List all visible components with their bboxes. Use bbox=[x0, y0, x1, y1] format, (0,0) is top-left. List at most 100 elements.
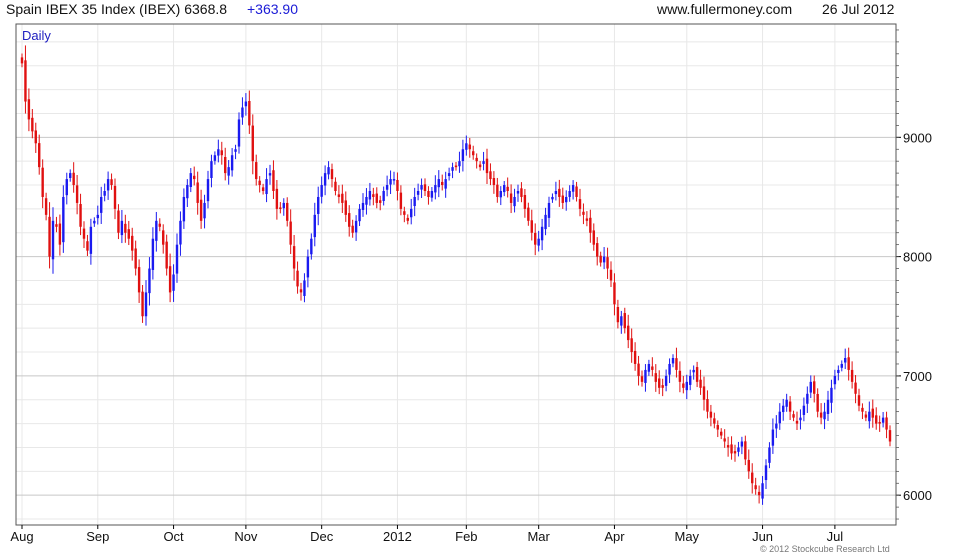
candle-body bbox=[537, 238, 540, 246]
candle-body bbox=[423, 184, 427, 191]
candle-body bbox=[124, 223, 127, 233]
candle-body bbox=[155, 220, 158, 241]
candle-body bbox=[737, 447, 740, 452]
candle-body bbox=[168, 266, 172, 293]
candle-body bbox=[654, 373, 657, 382]
candle-body bbox=[850, 369, 854, 382]
candle-body bbox=[313, 214, 316, 238]
candle-body bbox=[888, 430, 892, 442]
y-tick-label: 7000 bbox=[903, 369, 932, 384]
candle-body bbox=[775, 423, 778, 429]
candle-body bbox=[337, 194, 341, 197]
candle-body bbox=[602, 256, 606, 263]
candle-body bbox=[406, 217, 409, 221]
candle-body bbox=[644, 369, 647, 383]
candle-body bbox=[661, 385, 664, 388]
candle-body bbox=[761, 483, 764, 499]
candle-body bbox=[399, 192, 403, 209]
candle-body bbox=[782, 405, 785, 413]
candle-body bbox=[230, 155, 234, 171]
candle-body bbox=[162, 230, 165, 245]
candle-body bbox=[540, 226, 544, 241]
candle-body bbox=[413, 196, 416, 207]
candle-body bbox=[864, 414, 868, 418]
candle-body bbox=[437, 179, 440, 188]
candle-body bbox=[117, 210, 120, 233]
candle-body bbox=[420, 185, 423, 190]
candle-body bbox=[685, 381, 688, 391]
candle-body bbox=[482, 161, 485, 164]
candle-body bbox=[434, 185, 437, 193]
website-link[interactable]: www.fullermoney.com bbox=[657, 1, 793, 17]
candle-body bbox=[454, 165, 458, 168]
x-tick-label: Oct bbox=[163, 529, 184, 544]
candle-body bbox=[172, 274, 175, 291]
candle-body bbox=[534, 232, 537, 245]
candle-body bbox=[86, 241, 89, 251]
candle-body bbox=[237, 119, 241, 147]
candle-body bbox=[186, 185, 189, 199]
candle-body bbox=[206, 179, 210, 202]
candle-body bbox=[461, 149, 465, 161]
candle-body bbox=[699, 379, 702, 388]
candle-body bbox=[430, 191, 434, 198]
candle-body bbox=[747, 459, 750, 472]
candle-body bbox=[788, 401, 792, 412]
candle-body bbox=[241, 107, 244, 118]
candle-body bbox=[382, 191, 385, 201]
candle-body bbox=[778, 411, 781, 424]
candle-body bbox=[265, 179, 268, 195]
candle-body bbox=[720, 431, 723, 436]
candle-body bbox=[261, 187, 265, 191]
candle-body bbox=[792, 414, 795, 418]
candle-body bbox=[379, 200, 382, 203]
candle-body bbox=[589, 217, 592, 233]
candle-body bbox=[193, 175, 196, 180]
candle-body bbox=[144, 292, 148, 317]
candle-body bbox=[427, 191, 430, 197]
candle-body bbox=[571, 185, 575, 192]
candle-body bbox=[361, 202, 365, 210]
candle-body bbox=[830, 387, 833, 403]
candle-body bbox=[327, 167, 330, 175]
candle-body bbox=[268, 173, 272, 176]
candle-body bbox=[854, 382, 857, 394]
candle-body bbox=[158, 223, 161, 227]
candle-body bbox=[771, 429, 775, 446]
candle-body bbox=[447, 173, 451, 177]
candle-body bbox=[716, 425, 719, 430]
candle-body bbox=[75, 185, 79, 203]
candle-body bbox=[861, 407, 864, 412]
candle-body bbox=[79, 204, 82, 227]
candle-body bbox=[613, 282, 616, 305]
candle-body bbox=[306, 256, 310, 278]
candle-body bbox=[351, 225, 354, 233]
candle-body bbox=[813, 381, 816, 394]
candle-body bbox=[582, 211, 585, 215]
candle-body bbox=[199, 199, 203, 221]
candle-body bbox=[365, 196, 368, 205]
candle-body bbox=[485, 158, 489, 174]
candle-body bbox=[296, 270, 299, 287]
candle-body bbox=[472, 151, 475, 156]
candle-body bbox=[141, 291, 144, 317]
candle-body bbox=[165, 241, 168, 269]
candle-body bbox=[785, 399, 788, 407]
candle-body bbox=[196, 182, 199, 203]
candle-body bbox=[726, 445, 730, 448]
candle-body bbox=[55, 224, 58, 227]
candle-body bbox=[509, 193, 513, 203]
chart-date: 26 Jul 2012 bbox=[822, 1, 895, 17]
candle-body bbox=[272, 170, 275, 191]
candle-body bbox=[609, 269, 613, 281]
candle-body bbox=[31, 117, 34, 132]
candle-body bbox=[62, 196, 65, 243]
candle-body bbox=[96, 214, 99, 219]
candle-body bbox=[520, 188, 523, 197]
candle-body bbox=[503, 185, 506, 193]
candle-body bbox=[492, 177, 496, 186]
candle-body bbox=[795, 420, 799, 424]
candle-body bbox=[354, 220, 358, 233]
candle-body bbox=[396, 179, 399, 191]
